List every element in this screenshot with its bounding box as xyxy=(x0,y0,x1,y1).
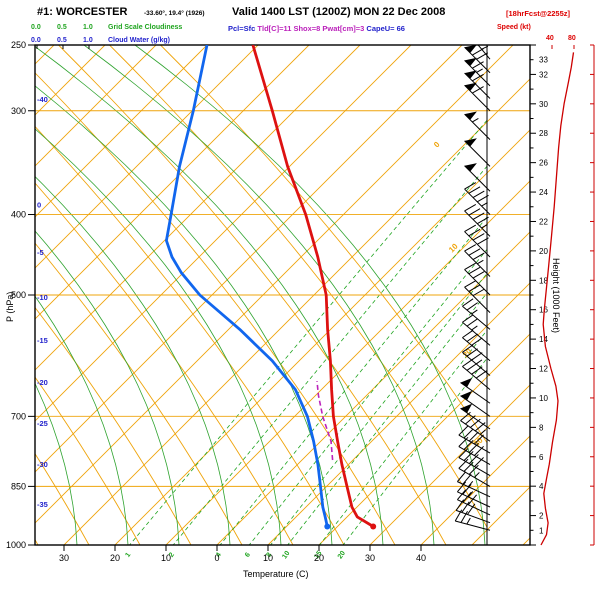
svg-text:10: 10 xyxy=(161,553,171,563)
indices-values: Tld[C]=11 Shox=8 Pwat[cm]=3 xyxy=(257,24,367,33)
cloud-scale-ticks xyxy=(36,45,90,49)
svg-text:32: 32 xyxy=(539,70,548,79)
svg-text:-25: -25 xyxy=(37,419,48,428)
station-coordinates: -33.60°, 19.4° (1926) xyxy=(144,10,205,17)
svg-text:4: 4 xyxy=(215,551,223,558)
temperature-axis: 30 20 10 0 10 20 30 40 xyxy=(59,545,426,563)
wind-barbs xyxy=(454,45,491,531)
indices-parcel: Pcl=Sfc xyxy=(228,24,258,33)
cloudiness-tick-0: 0.0 xyxy=(31,24,41,31)
svg-text:30: 30 xyxy=(365,553,375,563)
mixing-ratio-labels: 1 2 4 6 8 10 15 20 xyxy=(124,550,347,560)
svg-text:0: 0 xyxy=(37,200,41,209)
speed-profile xyxy=(540,44,595,546)
pressure-gridlines xyxy=(35,110,530,487)
svg-text:24: 24 xyxy=(539,188,548,197)
svg-text:400: 400 xyxy=(11,210,26,220)
svg-text:4: 4 xyxy=(539,482,544,491)
svg-text:1: 1 xyxy=(539,526,544,535)
svg-text:33: 33 xyxy=(539,56,548,65)
mixing-ratio-lines xyxy=(129,119,487,545)
svg-text:26: 26 xyxy=(539,159,548,168)
svg-text:6: 6 xyxy=(539,453,544,462)
cloudwater-tick-2: 1.0 xyxy=(83,37,93,44)
speed-tick-40: 40 xyxy=(546,35,554,42)
svg-text:700: 700 xyxy=(11,411,26,421)
svg-text:40: 40 xyxy=(416,553,426,563)
svg-text:-20: -20 xyxy=(37,378,48,387)
cloudiness-tick-1: 0.5 xyxy=(57,24,67,31)
svg-text:-5: -5 xyxy=(37,248,44,257)
svg-text:-35: -35 xyxy=(37,500,48,509)
svg-text:500: 500 xyxy=(11,290,26,300)
svg-text:250: 250 xyxy=(11,40,26,50)
svg-text:22: 22 xyxy=(539,217,548,226)
cloudiness-scale-label: Grid Scale Cloudiness xyxy=(108,24,183,31)
svg-text:8: 8 xyxy=(539,423,544,432)
svg-text:10: 10 xyxy=(263,553,273,563)
stability-indices: Pcl=Sfc Tld[C]=11 Shox=8 Pwat[cm]=3 Cape… xyxy=(228,24,405,33)
svg-text:10: 10 xyxy=(539,394,548,403)
svg-text:8: 8 xyxy=(265,551,273,558)
svg-text:14: 14 xyxy=(539,335,548,344)
station-title: #1: WORCESTER xyxy=(37,6,128,18)
svg-text:300: 300 xyxy=(11,106,26,116)
svg-text:1000: 1000 xyxy=(6,540,26,550)
svg-text:28: 28 xyxy=(539,129,548,138)
parcel-curve xyxy=(316,381,334,461)
cloudwater-scale-label: Cloud Water (g/kg) xyxy=(108,37,170,44)
svg-text:20: 20 xyxy=(337,550,347,560)
svg-text:10: 10 xyxy=(281,550,291,560)
svg-text:18: 18 xyxy=(539,276,548,285)
cloudiness-tick-2: 1.0 xyxy=(83,24,93,31)
svg-text:30: 30 xyxy=(539,100,548,109)
valid-time: Valid 1400 LST (1200Z) MON 22 Dec 2008 xyxy=(232,6,446,18)
dewpoint-curve xyxy=(164,45,331,530)
svg-text:0: 0 xyxy=(214,553,219,563)
svg-text:2: 2 xyxy=(168,551,176,558)
cloudwater-tick-1: 0.5 xyxy=(57,37,67,44)
svg-text:1: 1 xyxy=(124,551,132,558)
svg-text:-15: -15 xyxy=(37,336,48,345)
svg-text:30: 30 xyxy=(59,553,69,563)
svg-text:15: 15 xyxy=(313,550,323,560)
svg-text:6: 6 xyxy=(244,551,252,558)
temperature-axis-title: Temperature (C) xyxy=(243,569,309,579)
speed-axis-label: Speed (kt) xyxy=(497,24,531,31)
forecast-tag: [18hrFcst@2255z] xyxy=(506,9,571,18)
moist-adiabat-edge-labels: -40 0 -5 -10 -15 -20 -25 -30 -35 xyxy=(37,95,48,509)
svg-text:12: 12 xyxy=(539,365,548,374)
temperature-curve xyxy=(251,45,377,530)
svg-text:850: 850 xyxy=(11,481,26,491)
svg-text:2: 2 xyxy=(539,512,544,521)
svg-text:-10: -10 xyxy=(37,293,48,302)
cloudwater-tick-0: 0.0 xyxy=(31,37,41,44)
speed-tick-80: 80 xyxy=(568,35,576,42)
indices-cape: CapeU= 66 xyxy=(366,24,405,33)
svg-text:20: 20 xyxy=(314,553,324,563)
svg-text:-40: -40 xyxy=(37,95,48,104)
svg-text:-30: -30 xyxy=(37,460,48,469)
svg-text:0: 0 xyxy=(432,140,442,150)
svg-text:20: 20 xyxy=(539,247,548,256)
svg-text:20: 20 xyxy=(110,553,120,563)
pressure-axis: 250 300 400 500 700 850 1000 xyxy=(6,40,35,550)
